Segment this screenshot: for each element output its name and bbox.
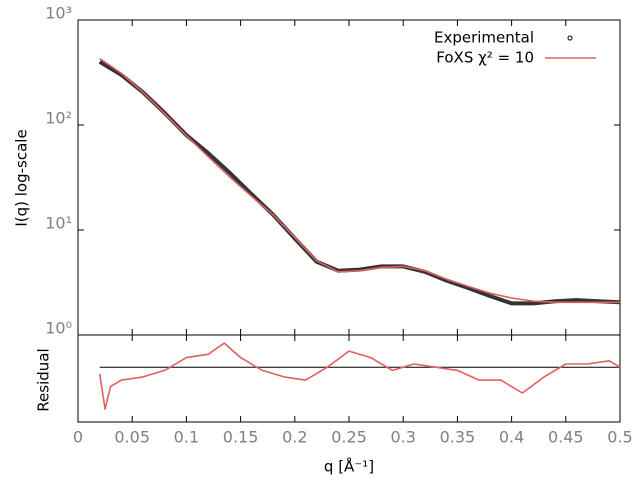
legend-label: Experimental [434, 29, 534, 47]
x-tick-label: 0.25 [331, 428, 367, 447]
x-tick-label: 0.4 [499, 428, 524, 447]
series-line [98, 342, 621, 410]
x-tick-label: 0.35 [440, 428, 476, 447]
x-tick-label: 0.15 [223, 428, 259, 447]
x-axis-label: q [Å⁻¹] [324, 457, 374, 476]
x-tick-label: 0.3 [390, 428, 415, 447]
y-tick-label: 10³ [45, 4, 72, 23]
x-tick-label: 0.5 [607, 428, 632, 447]
x-tick-label: 0.2 [282, 428, 307, 447]
y-tick-label: 10⁰ [45, 319, 72, 338]
y-axis-label: I(q) log-scale [13, 129, 31, 226]
residual-axis-label: Residual [35, 348, 53, 411]
x-tick-label: 0.45 [548, 428, 584, 447]
y-tick-label: 10¹ [45, 214, 72, 233]
legend-label: FoXS χ² = 10 [436, 49, 534, 67]
legend-marker [567, 35, 573, 41]
x-tick-label: 0.1 [174, 428, 199, 447]
plot-frame [77, 334, 621, 423]
series-line [98, 60, 621, 306]
series-line [99, 57, 620, 304]
x-tick-label: 0.05 [114, 428, 150, 447]
y-tick-label: 10² [45, 109, 72, 128]
plot-frame [77, 19, 621, 336]
x-tick-label: 0 [73, 428, 83, 447]
